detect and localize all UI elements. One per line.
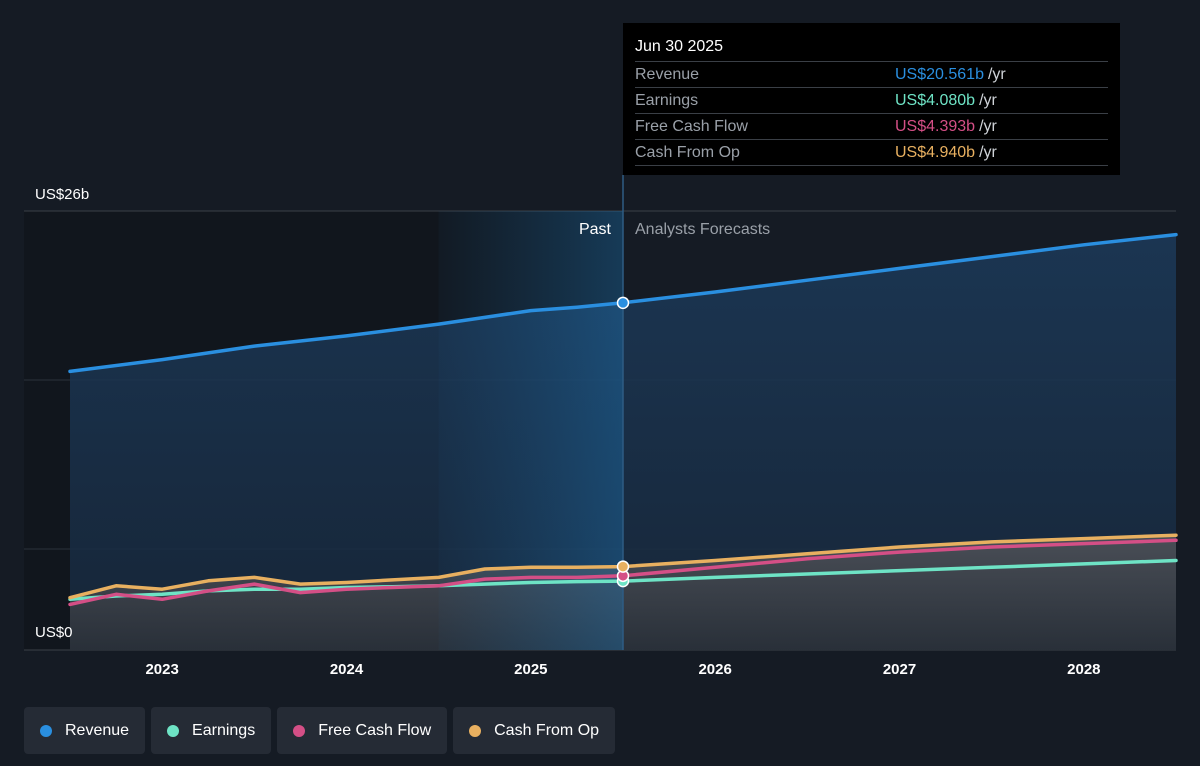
tooltip-row-earnings: Earnings US$4.080b /yr [635, 87, 1108, 113]
tooltip-unit: /yr [979, 143, 997, 161]
tooltip-value: US$4.080b [895, 91, 976, 109]
x-tick-label: 2027 [883, 661, 916, 678]
tooltip-date: Jun 30 2025 [635, 38, 724, 55]
legend-item-revenue[interactable]: Revenue [24, 707, 146, 754]
tooltip-value: US$20.561b [895, 65, 984, 83]
tooltip-unit: /yr [987, 65, 1006, 83]
x-tick-label: 2028 [1067, 661, 1100, 678]
tooltip-unit: /yr [979, 91, 997, 109]
legend: Revenue Earnings Free Cash Flow Cash Fro… [24, 707, 616, 754]
x-tick-label: 2026 [698, 661, 731, 678]
x-tick-label: 2025 [514, 661, 547, 678]
tooltip-value: US$4.393b [895, 117, 976, 135]
legend-label: Free Cash Flow [318, 721, 432, 739]
tooltip-label: Earnings [635, 91, 699, 109]
tooltip-label: Cash From Op [635, 143, 740, 161]
tooltip-unit: /yr [979, 117, 997, 135]
legend-item-earnings[interactable]: Earnings [151, 707, 272, 754]
legend-label: Cash From Op [494, 721, 600, 739]
legend-dot-icon [167, 724, 180, 737]
tooltip-value: US$4.940b [895, 143, 976, 161]
legend-label: Earnings [192, 721, 256, 739]
tooltip-row-cash-from-op: Cash From Op US$4.940b /yr [635, 139, 1108, 166]
series-line-revenue [68, 232, 1178, 374]
series-line-free-cash-flow [68, 538, 1178, 607]
legend-dot-icon [293, 724, 306, 737]
tooltip-row-revenue: Revenue US$20.561b /yr [635, 61, 1108, 87]
tooltip: Jun 30 2025 Revenue US$20.561b /yr Earni… [623, 23, 1120, 175]
tooltip-label: Free Cash Flow [635, 117, 748, 135]
legend-label: Revenue [65, 721, 130, 739]
legend-item-free-cash-flow[interactable]: Free Cash Flow [277, 707, 448, 754]
x-tick-label: 2023 [145, 661, 178, 678]
tooltip-row-free-cash-flow: Free Cash Flow US$4.393b /yr [635, 113, 1108, 139]
legend-item-cash-from-op[interactable]: Cash From Op [453, 707, 616, 754]
past-label: Past [579, 221, 612, 238]
y-axis-bottom-label: US$0 [35, 624, 73, 641]
legend-dot-icon [40, 724, 52, 737]
y-axis-top-label: US$26b [35, 186, 89, 203]
series-line-cash-from-op [68, 533, 1178, 600]
marker-cash-from-op [616, 560, 630, 573]
marker-revenue [616, 296, 630, 310]
legend-dot-icon [469, 724, 482, 737]
tooltip-label: Revenue [635, 65, 700, 83]
x-tick-label: 2024 [330, 661, 364, 678]
forecast-label: Analysts Forecasts [635, 221, 770, 238]
